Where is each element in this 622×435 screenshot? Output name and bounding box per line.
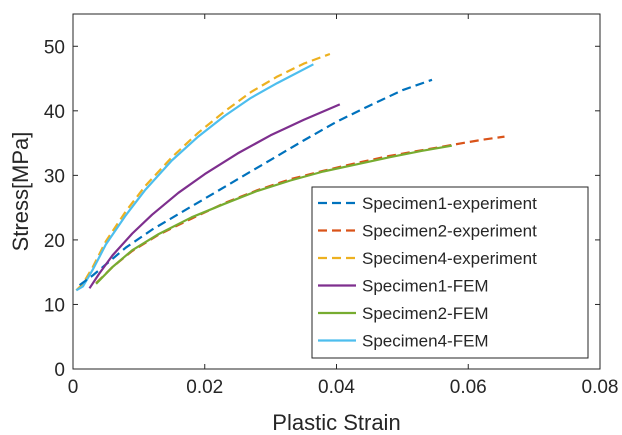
legend-label: Specimen2-experiment: [362, 222, 537, 241]
y-tick-label: 40: [44, 102, 65, 123]
y-axis-label: Stress[MPa]: [8, 132, 33, 252]
x-axis-label: Plastic Strain: [272, 410, 400, 435]
tick-layer: 0 0.02 0.04 0.06 0.08 0 10 20 30 40 50: [44, 14, 619, 398]
legend-label: Specimen4-FEM: [362, 332, 489, 351]
x-tick-label: 0.04: [318, 377, 355, 398]
series-line-specimen1-fem: [88, 103, 341, 289]
x-tick-label: 0.08: [582, 377, 619, 398]
legend-label: Specimen2-FEM: [362, 304, 489, 323]
y-tick-label: 10: [44, 295, 65, 316]
legend-box: [311, 186, 589, 359]
x-tick-label: 0.06: [450, 377, 487, 398]
series-layer: [75, 52, 505, 292]
y-tick-label: 0: [54, 360, 65, 381]
series-line-specimen1-experiment: [78, 78, 433, 286]
x-tick-label: 0.02: [186, 377, 223, 398]
series-line-specimen4-experiment: [75, 52, 331, 292]
legend-label: Specimen1-FEM: [362, 277, 489, 296]
y-tick-label: 50: [44, 37, 65, 58]
plot-frame: [72, 13, 601, 370]
legend-label: Specimen1-experiment: [362, 194, 537, 213]
x-tick-label: 0: [68, 377, 79, 398]
series-line-specimen4-fem: [75, 63, 314, 292]
y-tick-label: 30: [44, 166, 65, 187]
y-tick-label: 20: [44, 231, 65, 252]
legend-label: Specimen4-experiment: [362, 249, 537, 268]
legend: Specimen1-experiment Specimen2-experiment…: [311, 186, 589, 359]
series-line-specimen2-fem: [95, 144, 452, 285]
